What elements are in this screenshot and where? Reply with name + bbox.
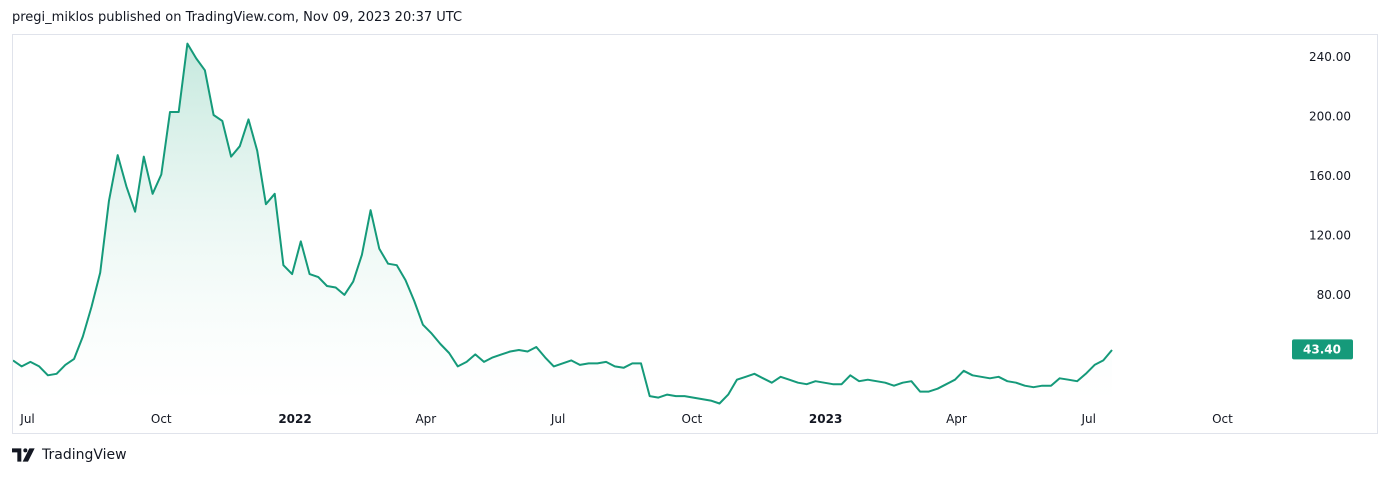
y-tick-label: 160.00 <box>1309 169 1351 183</box>
price-axis[interactable]: 240.00 200.00 160.00 120.00 80.00 <box>1309 50 1351 302</box>
x-tick-label: Oct <box>682 412 703 426</box>
plot-area <box>13 42 1113 405</box>
y-tick-label: 240.00 <box>1309 50 1351 64</box>
time-axis[interactable]: Jul Oct 2022 Apr Jul Oct 2023 Apr Jul Oct <box>19 412 1233 426</box>
tradingview-logo-icon[interactable] <box>12 448 36 462</box>
x-tick-label: Apr <box>946 412 967 426</box>
tradingview-brand-label[interactable]: TradingView <box>42 447 127 463</box>
price-chart[interactable]: 240.00 200.00 160.00 120.00 80.00 Jul Oct 2022… <box>13 35 1377 433</box>
y-tick-label: 80.00 <box>1317 288 1351 302</box>
footer: TradingView <box>12 447 127 463</box>
y-tick-label: 120.00 <box>1309 228 1351 242</box>
chart-frame[interactable]: 240.00 200.00 160.00 120.00 80.00 Jul Oct 2022… <box>12 34 1378 434</box>
publisher-line: pregi_miklos published on TradingView.co… <box>12 10 463 25</box>
series-line <box>13 42 1113 405</box>
x-tick-label: Jul <box>1081 412 1096 426</box>
x-tick-label: 2022 <box>278 412 311 426</box>
x-tick-label: Oct <box>151 412 172 426</box>
series-area-fill <box>13 43 1112 404</box>
last-value-label: 43.40 <box>1303 342 1341 356</box>
last-value-badge: 43.40 <box>1292 339 1353 360</box>
y-tick-label: 200.00 <box>1309 109 1351 123</box>
x-tick-label: 2023 <box>809 412 842 426</box>
x-tick-label: Apr <box>415 412 436 426</box>
last-value-badge-bg <box>1292 339 1353 360</box>
x-tick-label: Jul <box>550 412 565 426</box>
x-tick-label: Jul <box>19 412 34 426</box>
x-tick-label: Oct <box>1212 412 1233 426</box>
